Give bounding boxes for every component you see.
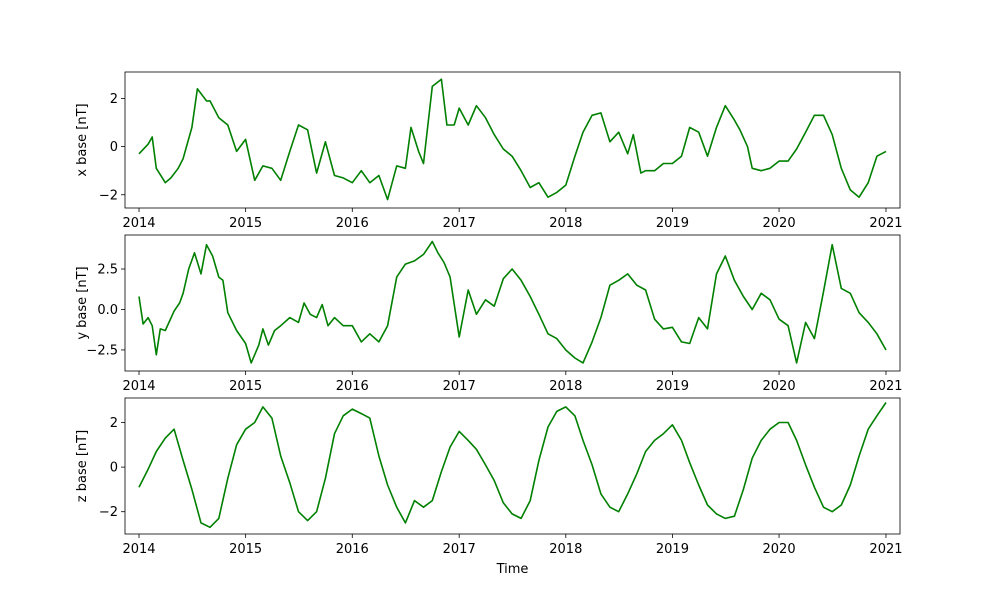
x-tick-label: 2018 <box>549 216 582 231</box>
x-tick-label: 2021 <box>869 542 902 557</box>
x-tick-label: 2019 <box>656 379 689 394</box>
x-tick-label: 2017 <box>443 379 476 394</box>
x-tick-label: 2016 <box>336 542 369 557</box>
subplots: −2 0 2 2014 2015 2016 2017 2018 2019 2020 2021 x ba… <box>75 71 903 557</box>
subplot-2: −2.5 0.0 2.5 2014 2015 2016 2017 2018 2019 2020 20… <box>75 234 903 394</box>
y-tick-label: −2 <box>99 505 118 520</box>
x-tick-label: 2018 <box>549 379 582 394</box>
y-tick-label: 2.5 <box>97 263 118 278</box>
y-tick-label: 0 <box>110 140 118 155</box>
x-tick-label: 2017 <box>443 542 476 557</box>
x-tick-label: 2015 <box>229 379 262 394</box>
x-tick-label: 2018 <box>549 542 582 557</box>
x-tick-label: 2019 <box>656 542 689 557</box>
x-tick-label: 2021 <box>869 379 902 394</box>
x-tick-label: 2015 <box>229 542 262 557</box>
x-tick-label: 2014 <box>122 379 155 394</box>
series-line-3 <box>138 402 887 529</box>
y-axis-label: y base [nT] <box>75 266 90 339</box>
x-tick-label: 2016 <box>336 216 369 231</box>
axes-frame <box>124 234 901 372</box>
y-tick-label: 2 <box>110 92 118 107</box>
x-tick-label: 2019 <box>656 216 689 231</box>
y-axis-label: z base [nT] <box>75 430 90 502</box>
subplot-1: −2 0 2 2014 2015 2016 2017 2018 2019 2020 2021 x ba… <box>75 71 903 231</box>
y-tick-label: 2 <box>110 416 118 431</box>
x-tick-label: 2021 <box>869 216 902 231</box>
y-axis-label: x base [nT] <box>75 103 90 176</box>
x-tick-label: 2014 <box>122 542 155 557</box>
axes-frame <box>124 71 901 209</box>
series-line-2 <box>138 240 887 364</box>
series-line-1 <box>138 78 887 201</box>
x-tick-label: 2020 <box>763 379 796 394</box>
x-tick-label: 2017 <box>443 216 476 231</box>
x-tick-label: 2016 <box>336 379 369 394</box>
x-tick-label: 2014 <box>122 216 155 231</box>
y-tick-label: 0.0 <box>97 303 118 318</box>
y-tick-label: −2 <box>99 188 118 203</box>
y-tick-label: 0 <box>110 461 118 476</box>
x-axis-label: Time <box>496 562 529 577</box>
x-tick-label: 2020 <box>763 542 796 557</box>
x-tick-label: 2020 <box>763 216 796 231</box>
axes-frame <box>124 397 901 535</box>
y-tick-label: −2.5 <box>86 343 118 358</box>
x-tick-label: 2015 <box>229 216 262 231</box>
subplot-3: −2 0 2 2014 2015 2016 2017 2018 2019 2020 2021 z ba… <box>75 397 903 557</box>
